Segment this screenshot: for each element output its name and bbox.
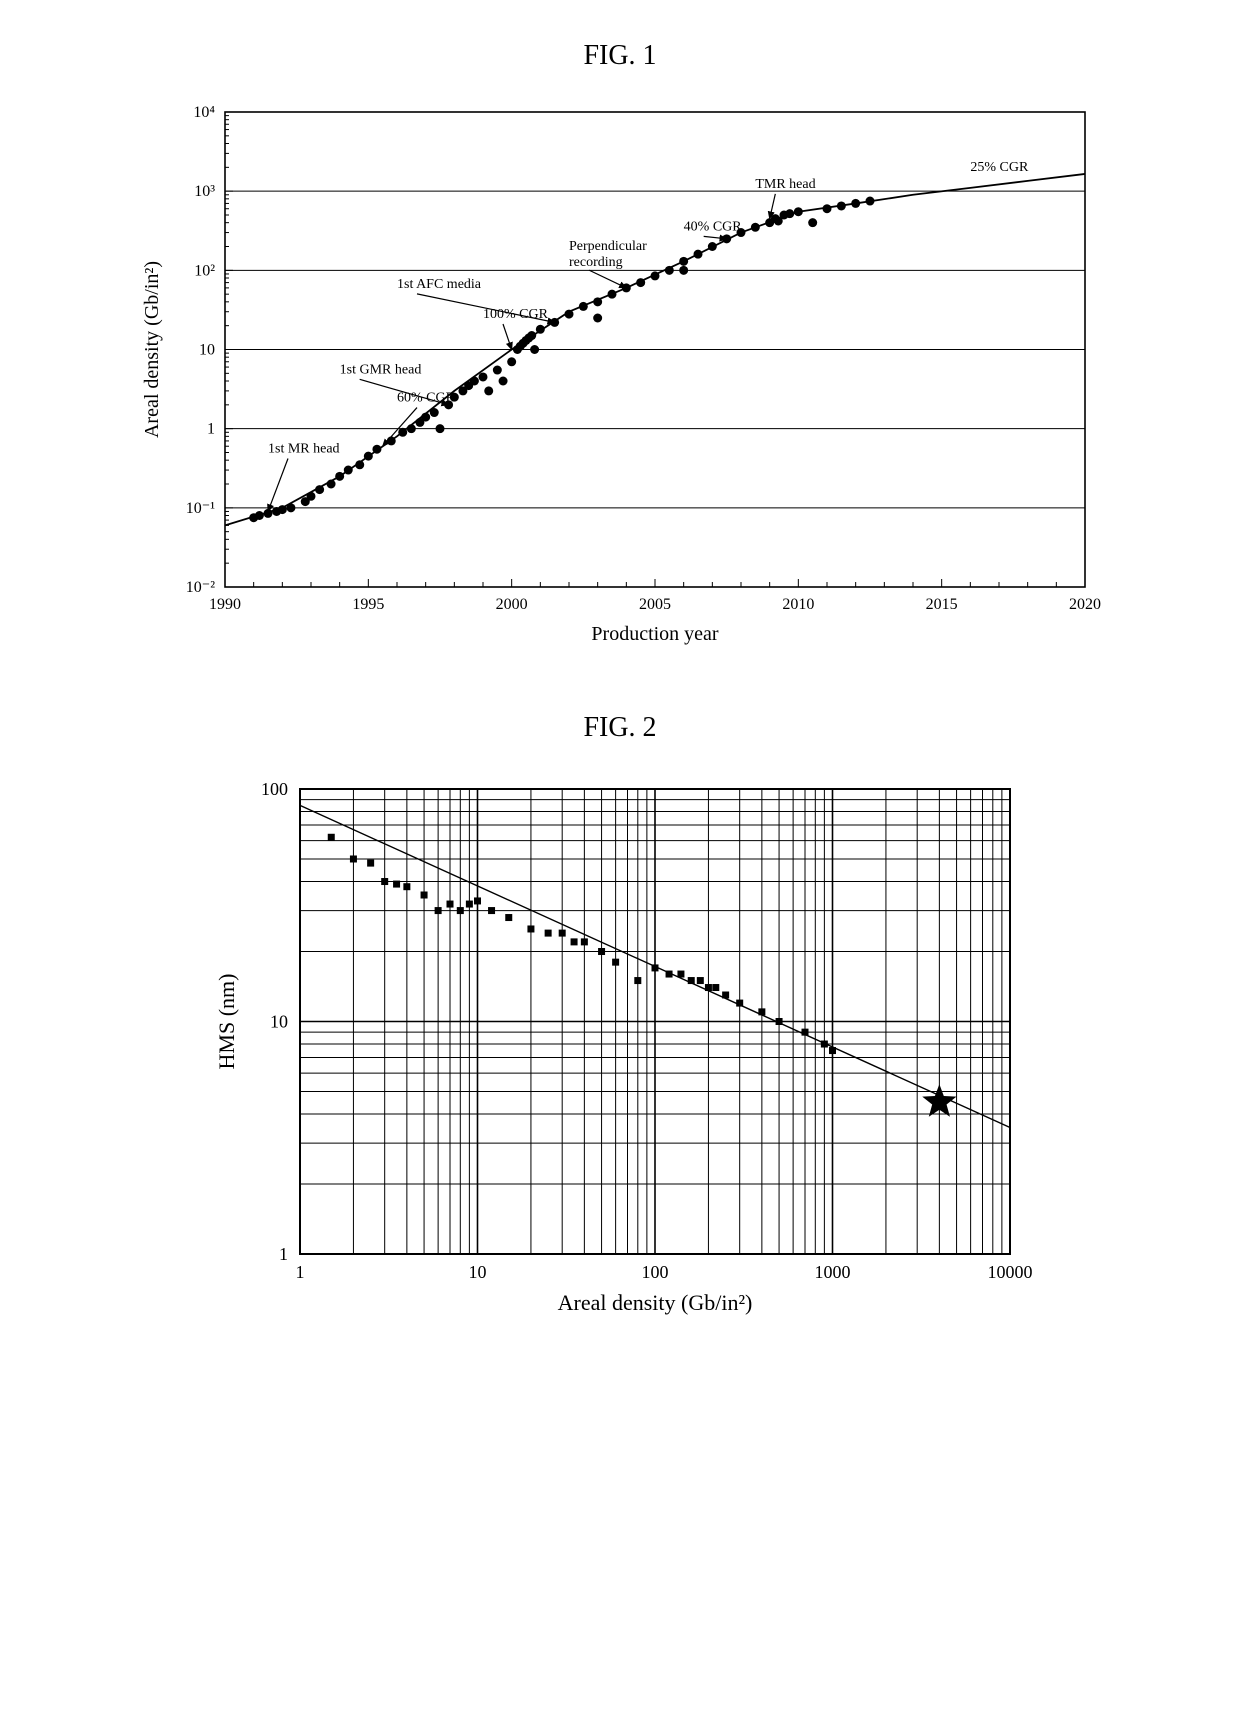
svg-text:10⁻²: 10⁻² [186,579,215,596]
svg-text:10: 10 [199,342,215,359]
svg-text:1990: 1990 [209,596,241,613]
svg-text:Production year: Production year [591,623,719,645]
svg-text:recording: recording [569,255,623,270]
svg-text:2005: 2005 [639,596,671,613]
svg-text:10: 10 [270,1012,288,1032]
svg-text:10⁻¹: 10⁻¹ [186,500,215,517]
svg-text:10³: 10³ [194,183,215,200]
fig2-title: FIG. 2 [40,712,1200,744]
svg-text:10000: 10000 [988,1262,1033,1282]
svg-text:1000: 1000 [815,1262,851,1282]
svg-text:1st AFC media: 1st AFC media [397,277,482,292]
svg-text:1st GMR head: 1st GMR head [340,362,422,377]
svg-text:2015: 2015 [926,596,958,613]
figure-2: FIG. 2 1 10 100 1000 10000 1 10 100 Areal densit… [40,712,1200,1324]
fig2-chart: 1 10 100 1000 10000 1 10 100 Areal density (Gb/i… [200,764,1040,1324]
svg-text:40% CGR: 40% CGR [684,219,743,234]
svg-text:HMS (nm): HMS (nm) [214,974,239,1070]
svg-text:1: 1 [279,1244,288,1264]
svg-text:Perpendicular: Perpendicular [569,239,647,254]
svg-text:10: 10 [469,1262,487,1282]
svg-text:100: 100 [642,1262,669,1282]
svg-text:TMR head: TMR head [755,177,815,192]
figure-1: FIG. 1 10⁻² 10⁻¹ 1 10 10² 10³ 10⁴ 1990 1995 2000 2… [40,40,1200,652]
svg-text:1: 1 [207,421,215,438]
svg-text:10⁴: 10⁴ [193,104,215,121]
svg-text:Areal density (Gb/in²): Areal density (Gb/in²) [141,261,163,438]
svg-text:2020: 2020 [1069,596,1101,613]
svg-text:100: 100 [261,779,288,799]
fig1-title: FIG. 1 [40,40,1200,72]
svg-text:Areal density (Gb/in²): Areal density (Gb/in²) [558,1290,753,1315]
svg-text:10²: 10² [194,262,215,279]
svg-text:2010: 2010 [782,596,814,613]
svg-text:1995: 1995 [352,596,384,613]
svg-text:2000: 2000 [496,596,528,613]
svg-text:1st MR head: 1st MR head [268,441,340,456]
fig1-chart: 10⁻² 10⁻¹ 1 10 10² 10³ 10⁴ 1990 1995 2000 2005 2010… [130,92,1110,652]
svg-text:25% CGR: 25% CGR [970,160,1029,175]
svg-text:1: 1 [296,1262,305,1282]
